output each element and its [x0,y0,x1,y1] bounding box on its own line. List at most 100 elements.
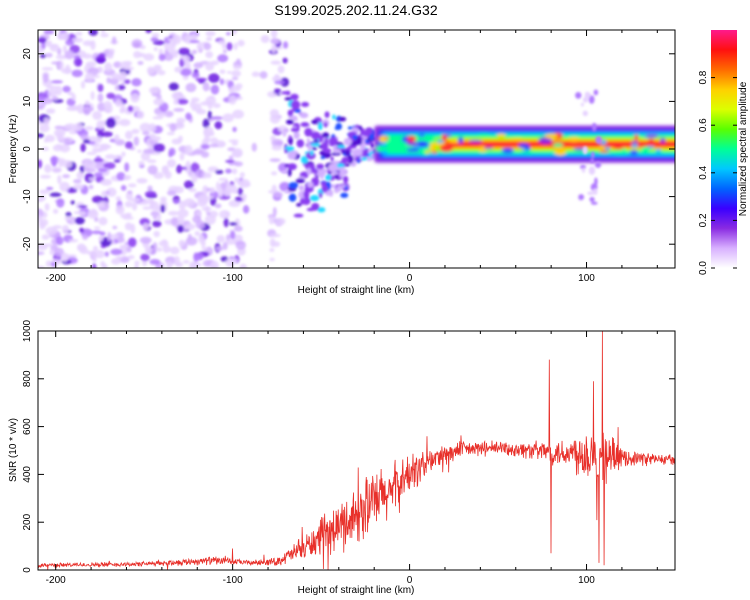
spectrogram-cell [84,126,94,131]
spectrogram-cell [39,124,50,133]
spectrogram-cell [152,116,164,120]
spectrogram-cell [209,137,219,144]
spectrogram-cell [227,70,232,75]
spectrogram-cell [90,91,95,100]
spectrogram-cell [176,117,186,124]
spectrogram-cell [139,122,152,133]
spectrogram-cell [294,109,301,113]
spectrogram-cell [288,182,299,189]
spectrogram-cell [588,166,596,175]
spectrogram-cell [54,85,63,96]
spectrogram-cell [100,33,109,38]
spectrogram-cell [61,31,70,41]
spectrogram-cell [84,72,95,82]
spectrogram-cell [185,236,198,246]
spectrogram-cell [184,144,193,155]
spectrogram-cell [239,172,245,178]
spectrogram-cell [62,160,73,169]
spectrogram-cell [218,177,229,182]
spectrogram-cell [82,139,91,144]
spectrogram-xtick-label: -100 [223,273,243,284]
spectrogram-cell [177,209,189,218]
spectrogram-cell [183,180,194,189]
spectrogram-cell [231,141,239,146]
spectrogram-cell [176,98,189,105]
spectrogram-cell [200,238,206,248]
spectrogram-cell [137,149,142,153]
spectrogram-cell [235,240,247,250]
spectrogram-cell [204,126,214,137]
spectrogram-cell [82,53,93,59]
spectrogram-cell [205,51,214,59]
spectrogram-cell [140,253,150,262]
spectrogram-cell [323,122,328,128]
spectrogram-cell [232,65,242,70]
spectrogram-cell [66,105,78,112]
spectrogram-cell [158,53,166,61]
spectrogram-cell [98,216,108,226]
spectrogram-cell [56,198,65,208]
spectrogram-cell [119,71,127,80]
spectrogram-cell [582,96,589,103]
colorbar-tick-label: 0.0 [698,261,709,275]
spectrogram-cell [147,185,153,192]
spectrogram-cell [552,143,564,147]
spectrogram-cell [51,80,64,84]
spectrogram-cell [71,37,84,43]
spectrogram-cell [82,234,89,240]
spectrogram-cell [76,243,86,252]
spectrogram-cell [171,34,182,45]
spectrogram-cell [331,171,339,175]
spectrogram-cell [109,78,119,86]
spectrogram-cell [146,66,155,75]
spectrogram-cell [73,55,81,60]
spectrogram-cell [271,138,284,148]
spectrogram-cell [269,158,281,163]
spectrogram-cell [582,110,588,117]
spectrogram-cell [38,159,43,169]
spectrogram-cell [143,53,155,61]
spectrogram-cell [328,189,334,197]
spectrogram-cell [84,169,97,173]
spectrogram-cell [222,113,234,123]
spectrogram-cell [290,93,299,101]
spectrogram-cell [239,263,247,268]
spectrogram-cell [483,146,494,150]
spectrogram-cell [325,174,332,181]
spectrogram-cell [312,147,317,151]
spectrogram-cell [96,120,105,130]
spectrogram-cell [225,211,230,217]
spectrogram-cell [45,260,52,268]
colorbar-tick-label: 0.4 [698,165,709,179]
spectrogram-cell [170,216,178,227]
spectrogram-cell [38,218,49,227]
spectrogram-cell [228,95,237,105]
spectrogram-cell [591,151,595,158]
spectrogram-cell [94,172,103,178]
spectrogram-cell [407,135,417,142]
spectrogram-cell [106,92,116,99]
spectrogram-cell [153,216,158,220]
spectrogram-cell [92,195,104,204]
spectrogram-cell [142,222,149,231]
spectrogram-cell [80,134,90,141]
spectrogram-cell [74,216,85,225]
spectrogram-xtick-label: 0 [407,273,413,284]
spectrogram-cell [260,35,270,44]
spectrogram-cell [584,92,591,99]
spectrogram-cell [216,234,225,243]
spectrogram-cell [299,112,309,119]
spectrogram-cell [160,204,166,213]
spectrogram-cell [101,30,106,34]
spectrogram-cell [347,155,354,164]
spectrogram-cell [631,143,639,148]
spectrogram-cell [54,247,65,257]
spectrogram-cell [50,262,56,266]
spectrogram-cell [228,139,239,143]
spectrogram-cell [613,146,623,150]
spectrogram-cell [142,206,152,210]
spectrogram-xtick-label: 100 [578,273,595,284]
spectrogram-cell [310,195,320,202]
spectrogram-cell [111,36,117,45]
